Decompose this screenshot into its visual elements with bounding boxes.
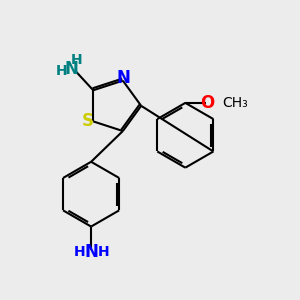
Text: H: H [98,245,109,259]
Text: N: N [116,69,130,87]
Text: N: N [85,243,99,261]
Text: O: O [200,94,214,112]
Text: H: H [71,52,82,67]
Text: CH₃: CH₃ [223,96,248,110]
Text: S: S [82,112,94,130]
Text: H: H [55,64,67,78]
Text: H: H [74,245,86,259]
Text: N: N [65,60,79,78]
